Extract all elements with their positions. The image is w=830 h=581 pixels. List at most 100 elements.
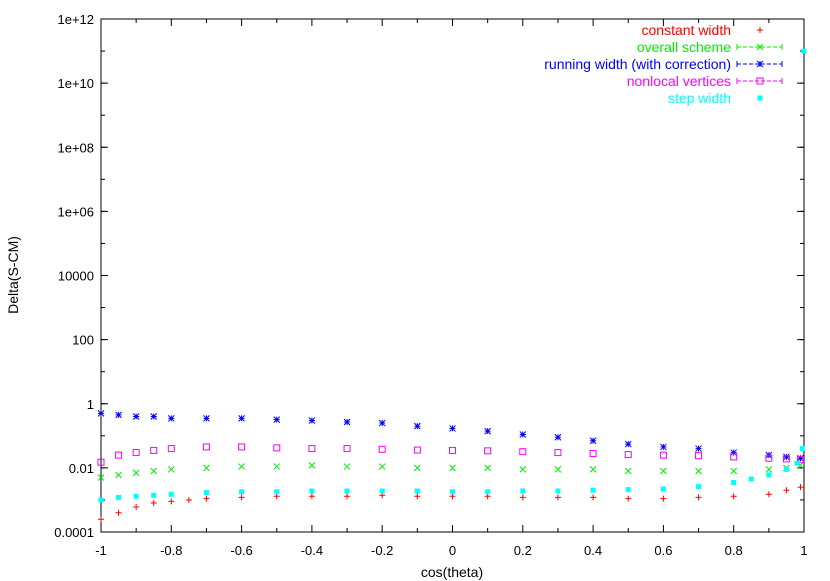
x-tick-label: -0.2 (371, 543, 393, 558)
legend-label: step width (668, 90, 731, 106)
data-point (413, 464, 421, 472)
y-tick-label: 0.01 (69, 461, 94, 476)
data-point (308, 493, 315, 500)
series-2 (97, 410, 804, 462)
legend-label: nonlocal vertices (627, 73, 731, 89)
data-point (730, 453, 738, 461)
data-point (660, 467, 667, 475)
data-point (695, 494, 702, 501)
data-point (797, 454, 804, 462)
data-point (783, 453, 790, 461)
data-point (413, 446, 421, 454)
data-point (484, 427, 492, 435)
data-point (150, 467, 158, 475)
data-point (589, 437, 597, 445)
data-point (765, 491, 772, 498)
data-point (167, 445, 175, 453)
data-point (414, 493, 421, 500)
data-point (450, 489, 455, 495)
y-tick-label: 1e+08 (57, 140, 94, 155)
data-point (203, 464, 210, 472)
data-point (238, 415, 245, 422)
data-point (783, 487, 790, 494)
data-point (484, 464, 492, 472)
data-point (98, 516, 104, 523)
data-point (344, 488, 350, 494)
data-point (660, 495, 667, 502)
data-point (748, 476, 754, 482)
data-point (520, 488, 526, 494)
data-point (519, 465, 527, 473)
x-tick-label: -1 (95, 543, 107, 558)
data-point (695, 445, 702, 452)
data-point (449, 425, 456, 432)
data-point (756, 43, 764, 51)
data-point (132, 413, 140, 420)
x-tick-label: 0.8 (725, 543, 743, 558)
data-point (273, 463, 281, 470)
y-axis-title: Delta(S-CM) (5, 236, 21, 314)
y-tick-label: 1 (87, 397, 94, 412)
legend-label: constant width (642, 22, 732, 38)
data-point (765, 465, 773, 473)
series-0 (98, 484, 804, 523)
series-4 (98, 48, 807, 503)
legend-label: overall scheme (637, 39, 731, 55)
data-point (782, 455, 790, 463)
data-point (756, 60, 764, 68)
series-layer (97, 48, 807, 523)
data-point (799, 446, 805, 452)
data-point (379, 488, 385, 494)
x-tick-label: 1 (800, 543, 807, 558)
data-point (202, 443, 210, 451)
data-point (150, 446, 158, 454)
data-point (757, 27, 763, 33)
y-tick-label: 10000 (58, 269, 94, 284)
data-point (624, 467, 632, 475)
data-point (150, 413, 158, 420)
data-point (555, 488, 561, 494)
data-point (203, 490, 209, 496)
data-point (97, 458, 105, 466)
data-point (449, 446, 456, 454)
axis-ticks (100, 18, 805, 533)
data-point (308, 417, 316, 424)
data-point (167, 465, 175, 473)
data-point (519, 448, 527, 456)
x-tick-label: 0 (449, 543, 456, 558)
data-point (151, 492, 157, 498)
data-point (796, 456, 804, 464)
data-point (115, 471, 122, 479)
data-point (554, 494, 561, 501)
data-point (378, 419, 386, 427)
data-point (378, 445, 386, 453)
data-point (378, 463, 386, 470)
data-point (132, 449, 140, 457)
data-point (765, 454, 773, 462)
data-point (660, 486, 666, 492)
data-point (273, 444, 281, 452)
data-point (203, 495, 210, 502)
data-point (589, 465, 597, 473)
data-point (132, 469, 140, 477)
data-point (756, 77, 764, 85)
data-point (589, 450, 597, 458)
data-point (115, 509, 122, 516)
data-point (801, 48, 807, 54)
data-point (484, 447, 492, 455)
data-point (695, 467, 702, 475)
data-point (696, 484, 702, 490)
data-point (239, 489, 245, 495)
data-point (794, 460, 800, 466)
data-point (730, 493, 737, 500)
y-tick-label: 0.0001 (54, 525, 94, 540)
data-point (238, 443, 246, 451)
data-point (203, 415, 210, 422)
data-point (168, 498, 175, 505)
data-point (625, 495, 632, 502)
legend-label: running width (with correction) (544, 56, 731, 72)
data-point (659, 451, 667, 459)
data-point (519, 431, 527, 438)
